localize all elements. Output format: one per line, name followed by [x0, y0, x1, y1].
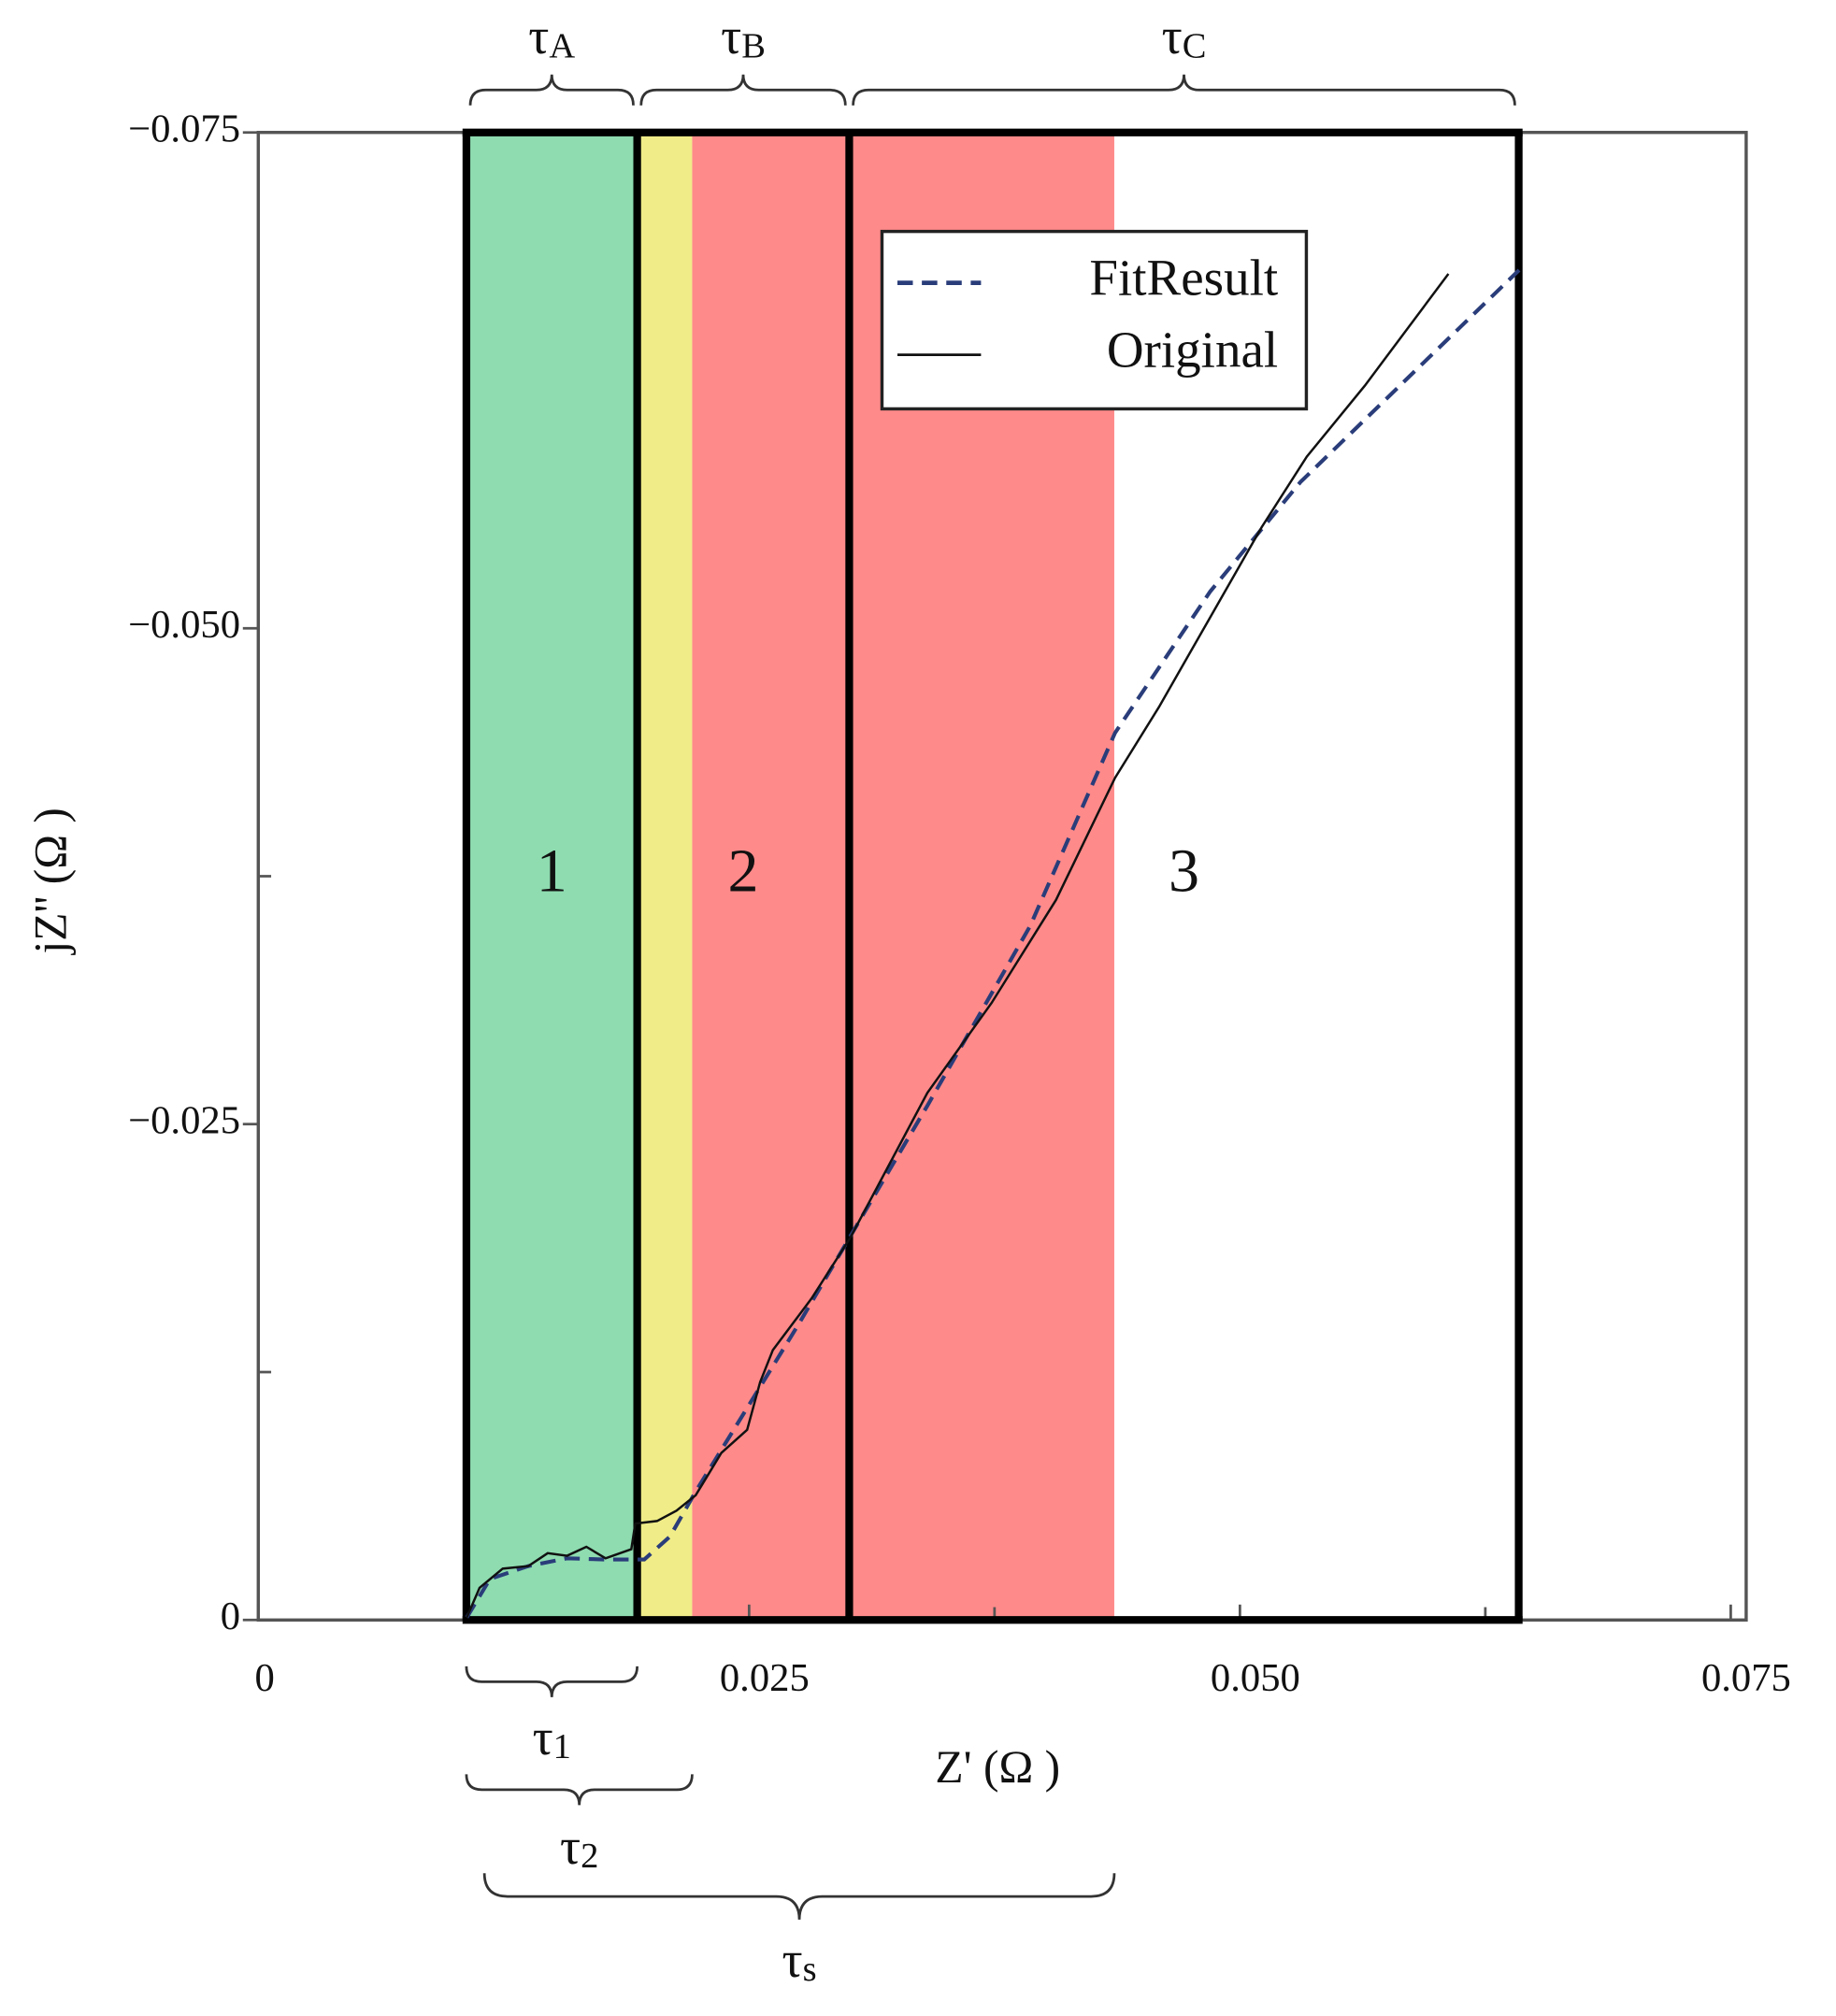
tau-subscript: 1 [553, 1727, 571, 1766]
lower-brace-label: τ1 [533, 1709, 571, 1766]
brace [639, 74, 847, 106]
tau-subscript: B [741, 26, 766, 65]
region-number: 1 [537, 836, 567, 905]
tau-symbol: τ [1162, 7, 1183, 64]
y-tick-label: 0 [221, 1594, 240, 1638]
region-number: 3 [1169, 836, 1199, 905]
tau-subscript: C [1183, 26, 1207, 65]
x-tick-label: 0.050 [1211, 1656, 1300, 1700]
brace [465, 1666, 639, 1697]
region-shading [466, 132, 638, 1621]
tau-symbol: τ [528, 7, 549, 64]
top-brace-label: τC [1162, 7, 1207, 65]
tau-symbol: τ [782, 1931, 803, 1988]
x-tick-label: 0.025 [720, 1656, 810, 1700]
brace [468, 74, 635, 106]
legend-box [880, 229, 1309, 411]
y-tick-label: −0.050 [128, 603, 240, 647]
top-brace-label: τA [528, 7, 575, 65]
tau-subscript: A [549, 26, 575, 65]
region-number: 2 [728, 836, 759, 905]
region-shading [637, 132, 693, 1621]
series-line [466, 273, 1450, 1619]
x-tick-label: 0 [255, 1656, 275, 1700]
brace [852, 74, 1516, 106]
legend-label: FitResult [1089, 249, 1278, 306]
y-axis-title: jZ'' (Ω ) [24, 808, 76, 955]
lower-brace-label: τs [782, 1931, 817, 1989]
y-tick-label: −0.025 [128, 1099, 240, 1143]
tau-subscript: 2 [581, 1837, 598, 1876]
tau-symbol: τ [560, 1818, 581, 1875]
brace [482, 1873, 1116, 1920]
x-tick-label: 0.075 [1701, 1656, 1791, 1700]
series-line [465, 268, 1521, 1619]
x-axis-title: Z' (Ω ) [935, 1741, 1060, 1793]
tau-symbol: τ [721, 7, 741, 64]
y-tick-label: −0.075 [128, 107, 240, 150]
lower-brace-label: τ2 [560, 1818, 598, 1876]
legend: FitResult Original [880, 229, 1309, 411]
top-brace-label: τB [721, 7, 766, 65]
tau-symbol: τ [533, 1709, 553, 1766]
tau-subscript: s [803, 1950, 817, 1989]
brace [465, 1774, 694, 1806]
legend-label: Original [1107, 321, 1278, 378]
